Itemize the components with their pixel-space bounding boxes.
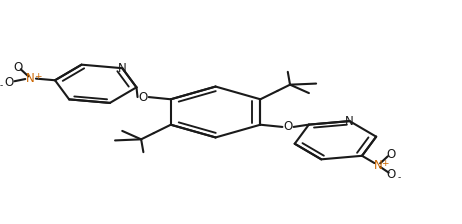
Text: O: O [284,121,293,134]
Text: N: N [118,62,127,75]
Text: O: O [5,76,14,89]
Text: O: O [138,90,147,103]
Text: N: N [374,159,382,172]
Text: N: N [26,72,35,85]
Text: +: + [381,159,389,168]
Text: O: O [386,148,395,161]
Text: +: + [34,72,42,81]
Text: -: - [0,81,3,90]
Text: N: N [345,115,354,128]
Text: O: O [387,168,396,181]
Text: -: - [398,173,401,182]
Text: O: O [13,61,23,74]
